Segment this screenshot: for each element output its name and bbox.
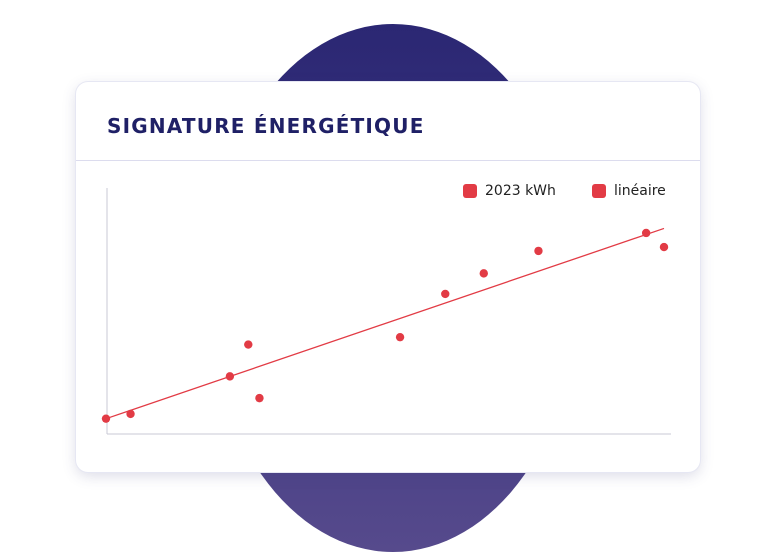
legend-swatch-2023-kwh	[463, 184, 477, 198]
data-point	[641, 228, 651, 238]
card-header: SIGNATURE ÉNERGÉTIQUE	[76, 82, 700, 161]
data-point	[126, 409, 135, 419]
data-point	[101, 414, 111, 423]
legend-swatch-lineaire	[592, 184, 606, 198]
legend-label-lineaire: linéaire	[614, 183, 666, 199]
scatter-plot	[101, 188, 671, 435]
trend-line	[105, 227, 665, 420]
chart-card: SIGNATURE ÉNERGÉTIQUE 2023 kWh linéaire	[76, 82, 700, 472]
legend-label-2023-kwh: 2023 kWh	[485, 183, 556, 199]
data-points-layer	[101, 228, 669, 423]
data-point	[244, 340, 253, 349]
data-point	[534, 246, 543, 256]
legend-item-2023-kwh: 2023 kWh	[463, 183, 556, 199]
legend-item-lineaire: linéaire	[592, 183, 666, 199]
data-point	[441, 289, 450, 299]
data-point	[225, 372, 235, 381]
data-point	[255, 393, 264, 403]
chart-title: SIGNATURE ÉNERGÉTIQUE	[107, 114, 425, 138]
trend-line-layer	[105, 227, 665, 420]
data-point	[479, 269, 488, 278]
data-point	[395, 332, 405, 342]
data-point	[659, 242, 669, 252]
axes	[106, 188, 671, 435]
